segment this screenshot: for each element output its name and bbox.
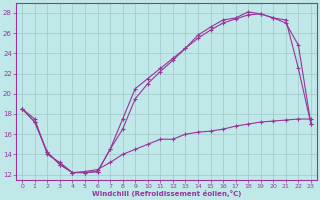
X-axis label: Windchill (Refroidissement éolien,°C): Windchill (Refroidissement éolien,°C) <box>92 190 241 197</box>
